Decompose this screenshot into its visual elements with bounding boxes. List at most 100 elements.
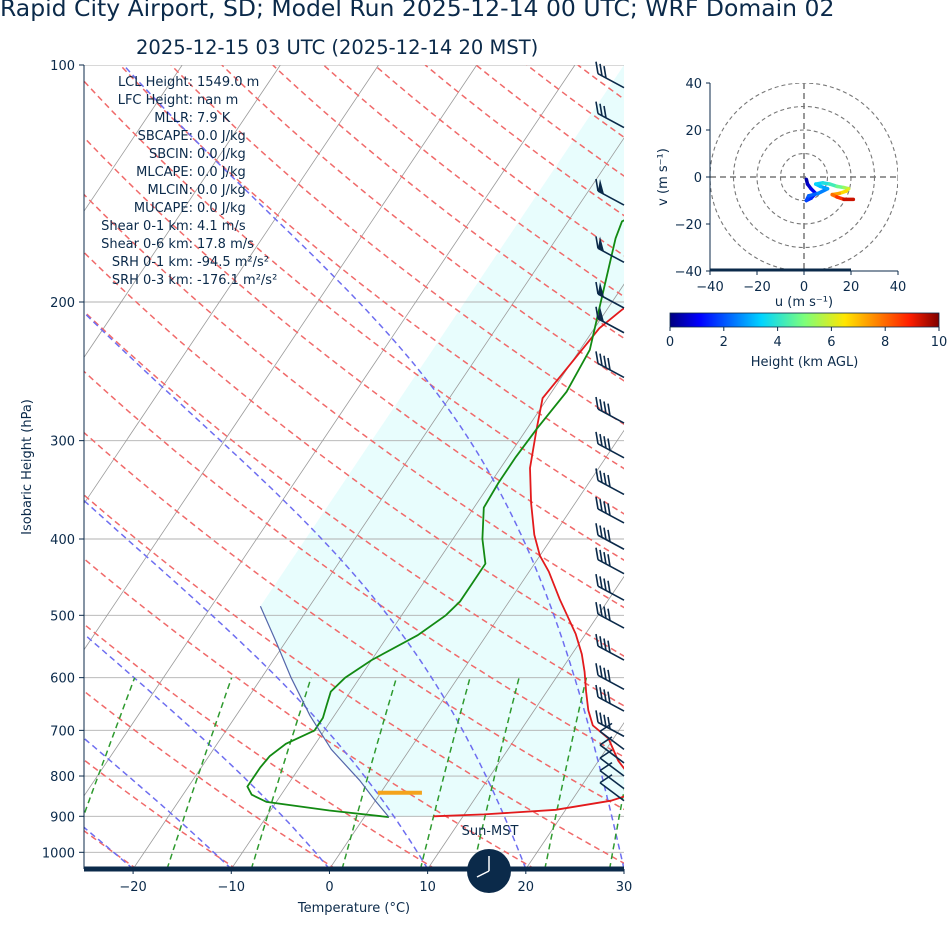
dry-adiabat xyxy=(577,65,624,101)
wind-barb xyxy=(595,101,625,129)
mixing-ratio-line xyxy=(657,678,691,869)
x-tick-label: 20 xyxy=(518,880,535,895)
wind-barb xyxy=(595,633,625,661)
barb-feather xyxy=(599,736,613,746)
barb-feather xyxy=(603,689,607,702)
barb-feather xyxy=(603,578,607,591)
wind-barb xyxy=(595,281,625,309)
barb-feather xyxy=(599,636,603,649)
mixing-ratio-line xyxy=(608,787,624,869)
barb-feather xyxy=(595,396,599,410)
hodo-y-tick-label: −40 xyxy=(675,265,702,280)
moist-adiabat xyxy=(84,737,232,869)
index-label: SRH 0-3 km: xyxy=(112,273,193,288)
barb-feather xyxy=(603,501,607,514)
barb-staff xyxy=(597,696,625,712)
barb-feather xyxy=(599,722,613,733)
y-tick-label: 400 xyxy=(50,533,75,548)
barb-staff xyxy=(597,112,625,129)
barb-staff xyxy=(599,744,625,764)
y-tick-label: 300 xyxy=(50,435,75,450)
isotherm-line xyxy=(84,65,281,359)
sounding-indices: LCL Height: 1549.0 m LFC Height: nan m MLLR:… xyxy=(101,75,277,288)
hodo-x-tick-label: 20 xyxy=(843,280,860,295)
index-value: 0.0 J/kg xyxy=(197,147,246,162)
hodo-x-tick-label: 40 xyxy=(890,280,907,295)
barb-staff xyxy=(597,508,625,524)
mixing-ratio-line xyxy=(84,677,136,817)
barb-staff xyxy=(597,613,625,629)
barb-staff xyxy=(597,585,625,601)
barb-feather xyxy=(607,608,611,621)
barb-feather xyxy=(599,576,603,589)
barb-feather xyxy=(599,749,613,759)
x-tick-label: −10 xyxy=(218,880,245,895)
index-value: 0.0 J/kg xyxy=(197,183,246,198)
barb-staff xyxy=(597,558,625,575)
isotherm-line xyxy=(329,429,624,869)
barb-feather xyxy=(599,399,603,412)
barb-feather xyxy=(607,357,611,371)
index-label: Shear 0-6 km: xyxy=(101,237,193,252)
dry-adiabat xyxy=(119,65,624,470)
wind-barb xyxy=(599,722,625,751)
barb-feather xyxy=(603,401,607,414)
hodo-y-tick-label: 0 xyxy=(694,171,702,186)
wind-barb xyxy=(595,396,625,424)
barb-staff xyxy=(597,674,625,691)
barb-staff xyxy=(597,721,625,738)
wind-barb xyxy=(599,736,625,764)
y-tick-label: 600 xyxy=(50,672,75,687)
parcel-profile xyxy=(259,606,390,818)
y-tick-label: 200 xyxy=(50,296,75,311)
index-value: -176.1 m²/s² xyxy=(197,273,277,288)
index-value: 17.8 m/s xyxy=(197,237,254,252)
barb-staff xyxy=(597,443,625,459)
index-label: SBCIN: xyxy=(149,147,193,162)
sounding-profiles xyxy=(246,219,624,818)
index-value: nan m xyxy=(197,93,238,108)
barb-feather xyxy=(595,468,599,481)
index-label: SRH 0-1 km: xyxy=(112,255,193,270)
colorbar-tick-label: 4 xyxy=(773,335,781,350)
isotherm-line xyxy=(230,283,624,869)
barb-feather xyxy=(599,353,603,366)
isotherm-line xyxy=(84,65,85,66)
wind-barb xyxy=(595,306,625,334)
index-label: MLCIN: xyxy=(148,183,193,198)
y-tick-label: 800 xyxy=(50,770,75,785)
barb-feather xyxy=(595,101,599,114)
barb-feather xyxy=(603,606,607,619)
index-value: 0.0 J/kg xyxy=(197,129,246,144)
index-label: LFC Height: xyxy=(118,93,193,108)
colorbar-tick-label: 2 xyxy=(720,335,728,350)
barb-feather xyxy=(599,433,603,447)
barb-feather xyxy=(595,178,599,192)
index-value: 0.0 J/kg xyxy=(197,201,246,216)
isotherm-line xyxy=(427,575,624,869)
barb-feather xyxy=(595,61,599,74)
barb-feather xyxy=(607,716,611,730)
barb-staff xyxy=(597,72,625,89)
barb-feather xyxy=(595,351,599,364)
barb-feather xyxy=(595,306,599,319)
index-label: MUCAPE: xyxy=(134,201,193,216)
barb-feather xyxy=(607,669,611,683)
colorbar-tick-label: 10 xyxy=(931,335,948,350)
barb-feather xyxy=(607,403,611,416)
y-axis-label: Isobaric Height (hPa) xyxy=(20,399,35,535)
y-tick-label: 1000 xyxy=(42,846,75,861)
y-tick-label: 900 xyxy=(50,810,75,825)
barb-feather xyxy=(603,667,607,680)
barb-feather xyxy=(595,684,599,698)
barb-feather xyxy=(603,355,607,368)
barb-staff xyxy=(599,730,625,751)
x-tick-label: −20 xyxy=(119,880,146,895)
hodo-y-axis-label: v (m s⁻¹) xyxy=(656,148,671,206)
barb-feather xyxy=(599,687,603,700)
barb-staff xyxy=(599,769,625,790)
colorbar-tick-label: 8 xyxy=(881,335,889,350)
barb-staff xyxy=(597,293,625,309)
barb-staff xyxy=(597,247,625,264)
wind-barb xyxy=(595,496,625,524)
